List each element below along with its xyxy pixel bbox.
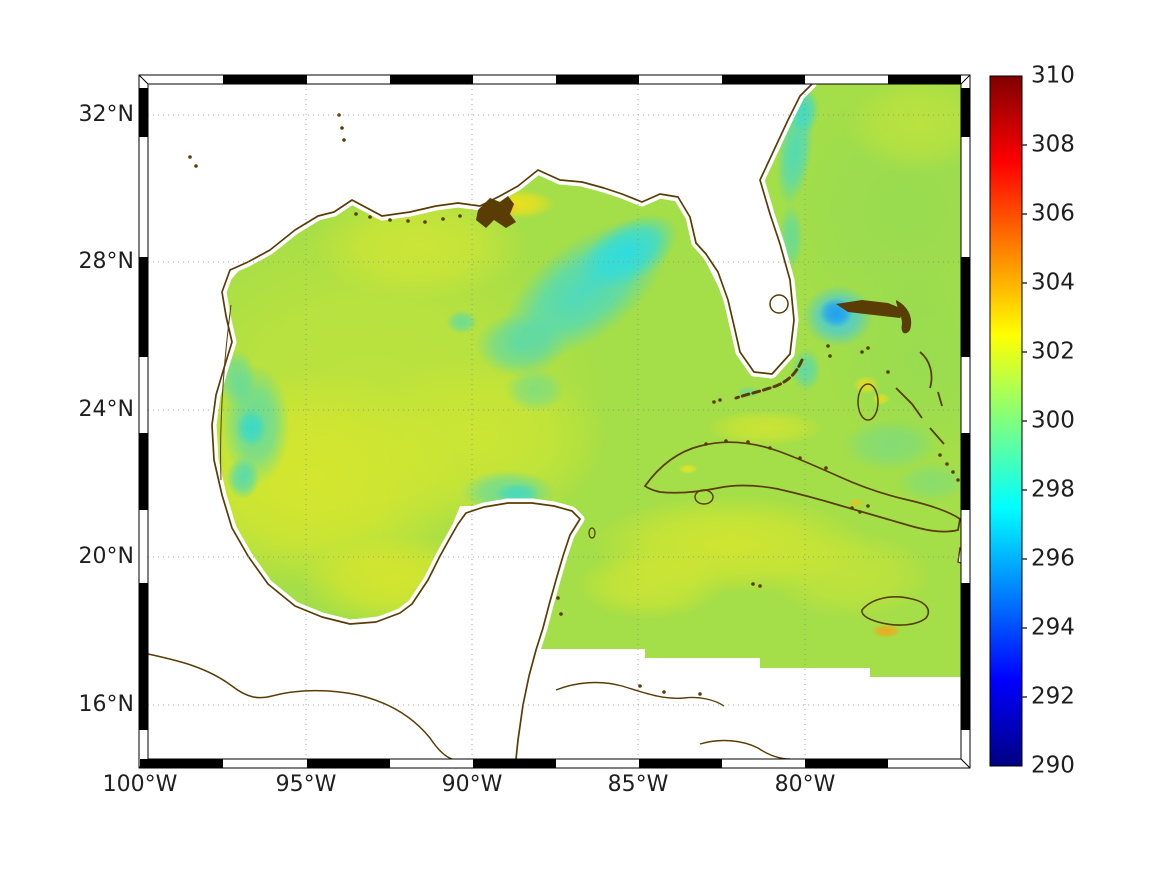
lon-tick-label-85w: 85°W — [607, 772, 669, 797]
isla-juventud — [694, 489, 714, 505]
haiti-tip — [957, 547, 961, 564]
coastline-honduras — [555, 681, 791, 759]
map-frame — [138, 74, 971, 769]
colorbar-tick-300: 300 — [1031, 407, 1075, 434]
colorbar-tick-308: 308 — [1031, 131, 1075, 158]
colorbar-tick-310: 310 — [1031, 62, 1075, 89]
lake-okeechobee — [769, 294, 789, 314]
colorbar-tick-292: 292 — [1031, 683, 1075, 710]
coastline-jamaica — [861, 596, 930, 626]
lat-tick-label-16n: 16°N — [78, 692, 134, 717]
colorbar — [989, 75, 1027, 767]
eleuthera — [895, 351, 945, 445]
colorbar-tick-304: 304 — [1031, 269, 1075, 296]
coastline-texas-lagoon — [220, 304, 232, 481]
lon-tick-label-100w: 100°W — [102, 772, 178, 797]
lat-tick-label-32n: 32°N — [78, 102, 134, 127]
andros — [857, 383, 879, 421]
coastline-mexico-pacific — [148, 653, 453, 759]
grand-bahama — [836, 300, 905, 318]
lon-tick-label-90w: 90°W — [441, 772, 503, 797]
colorbar-tick-302: 302 — [1031, 338, 1075, 365]
colorbar-tick-296: 296 — [1031, 545, 1075, 572]
cozumel — [588, 527, 596, 539]
lat-tick-label-24n: 24°N — [78, 397, 134, 422]
colorbar-tick-298: 298 — [1031, 476, 1075, 503]
colorbar-tick-290: 290 — [1031, 752, 1075, 779]
coastline-cuba — [643, 441, 961, 533]
lat-tick-label-20n: 20°N — [78, 544, 134, 569]
colorbar-tick-294: 294 — [1031, 614, 1075, 641]
lon-tick-label-95w: 95°W — [275, 772, 337, 797]
mississippi-delta — [476, 196, 516, 228]
colorbar-tick-306: 306 — [1031, 200, 1075, 227]
florida-keys — [734, 358, 804, 400]
colorbar-gradient — [989, 75, 1023, 767]
lat-tick-label-28n: 28°N — [78, 249, 134, 274]
lon-tick-label-80w: 80°W — [774, 772, 836, 797]
map-plot-area — [148, 84, 961, 759]
abaco — [896, 300, 912, 334]
